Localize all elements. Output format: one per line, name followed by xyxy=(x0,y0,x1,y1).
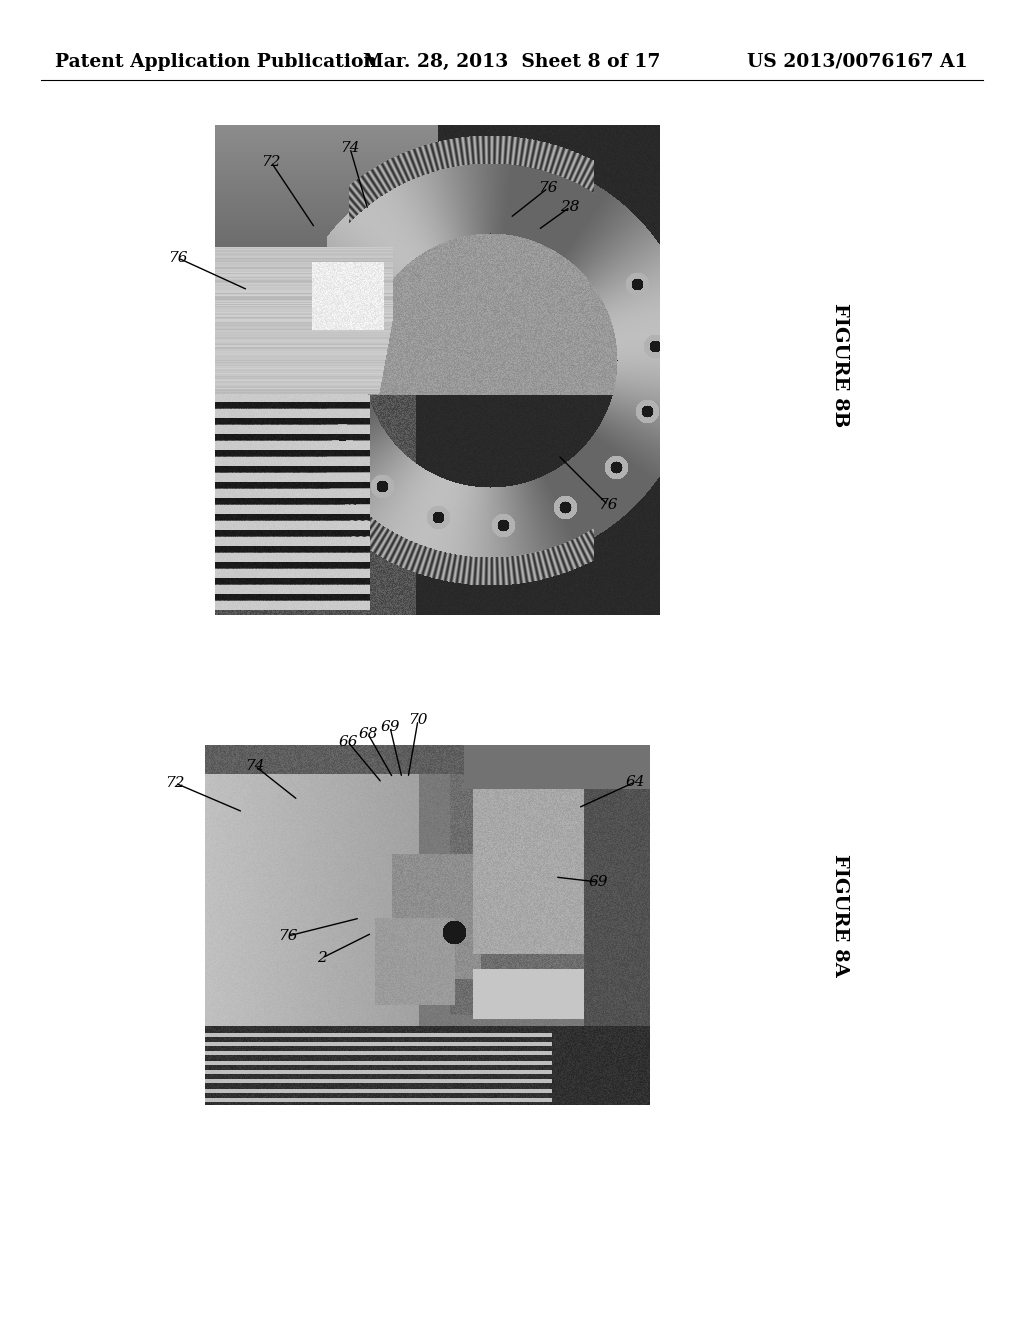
Text: Mar. 28, 2013  Sheet 8 of 17: Mar. 28, 2013 Sheet 8 of 17 xyxy=(364,53,660,71)
Text: 69: 69 xyxy=(588,875,608,888)
Text: 76: 76 xyxy=(168,251,187,265)
Text: FIGURE 8B: FIGURE 8B xyxy=(831,302,849,428)
Text: FIGURE 8A: FIGURE 8A xyxy=(831,854,849,977)
Text: 74: 74 xyxy=(246,759,265,774)
Text: 28: 28 xyxy=(560,201,580,214)
Text: 76: 76 xyxy=(598,498,617,512)
Text: 72: 72 xyxy=(261,154,281,169)
Text: 76: 76 xyxy=(539,181,558,195)
Text: 2: 2 xyxy=(317,950,327,965)
Text: 72: 72 xyxy=(165,776,184,789)
Text: Patent Application Publication: Patent Application Publication xyxy=(55,53,377,71)
Text: US 2013/0076167 A1: US 2013/0076167 A1 xyxy=(748,53,968,71)
Text: 74: 74 xyxy=(340,141,359,154)
Text: 69: 69 xyxy=(380,719,399,734)
Text: 68: 68 xyxy=(358,727,378,741)
Text: 70: 70 xyxy=(409,713,428,727)
Text: 76: 76 xyxy=(279,929,298,942)
Text: 66: 66 xyxy=(338,735,357,748)
Text: 64: 64 xyxy=(626,775,645,789)
